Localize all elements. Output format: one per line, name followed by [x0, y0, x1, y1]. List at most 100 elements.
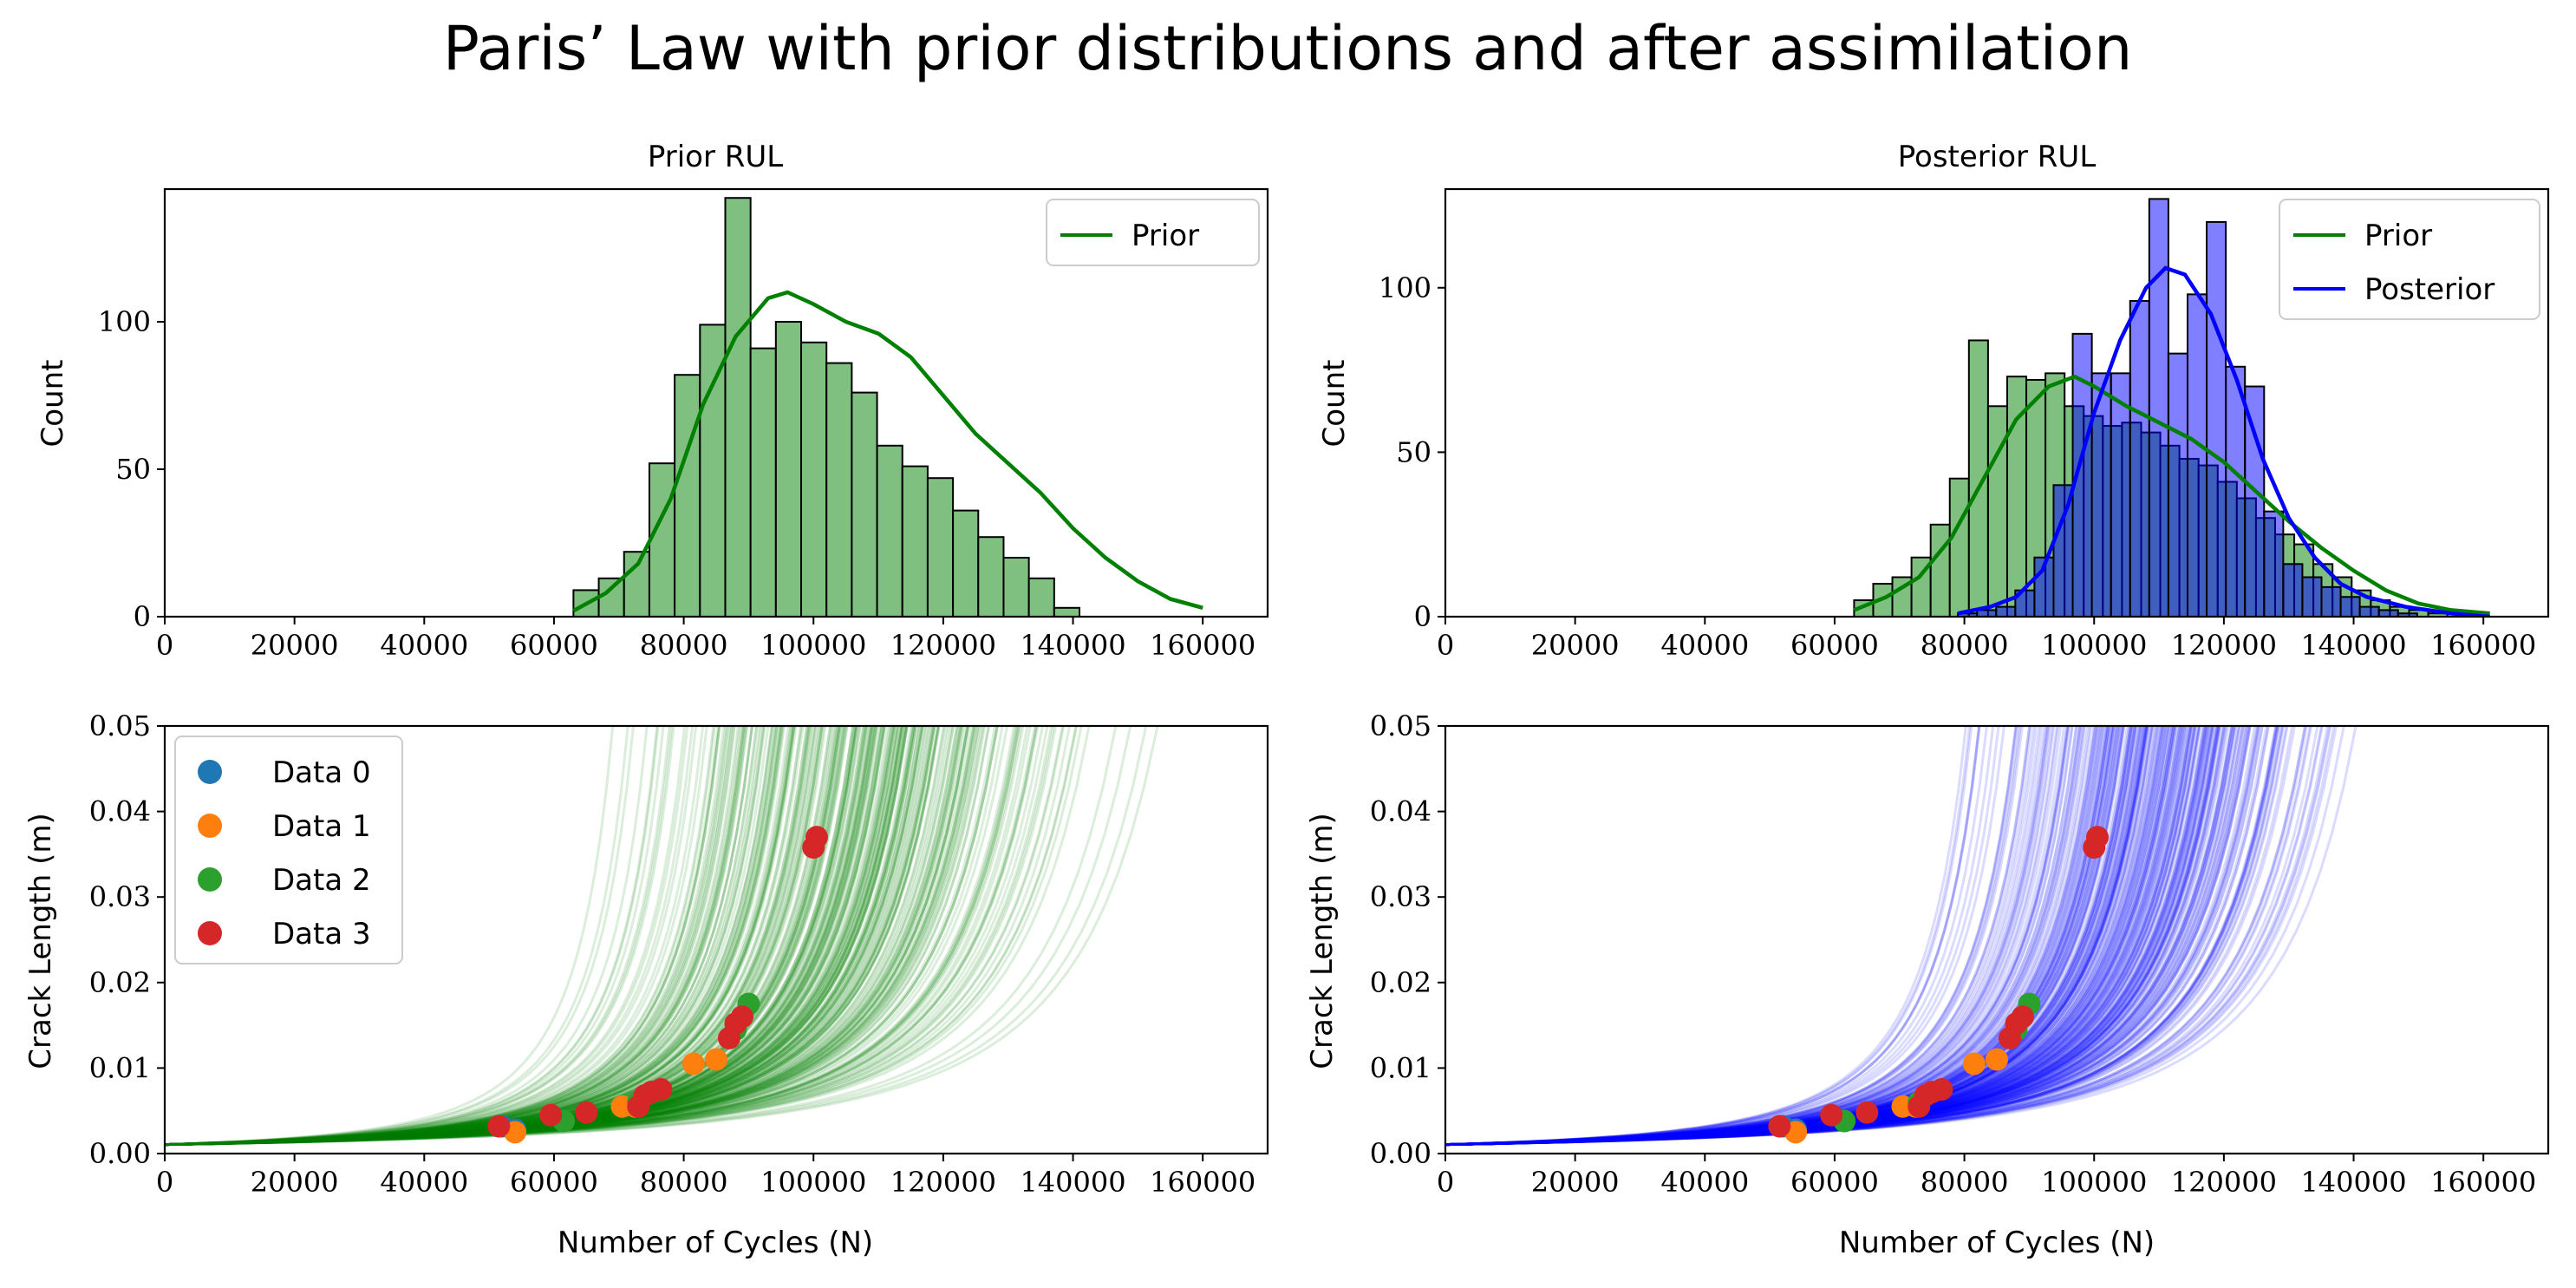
sample-curve	[1445, 726, 2185, 1147]
sample-curve	[165, 726, 1072, 1147]
sample-curve	[165, 726, 675, 1147]
sample-curve	[1445, 726, 2329, 1147]
sample-curve	[165, 726, 981, 1147]
sample-curve	[1445, 726, 2050, 1147]
y-tick-label: 100	[1379, 271, 1431, 304]
sample-curve	[165, 726, 976, 1147]
sample-curve	[165, 726, 779, 1147]
sample-curve	[1445, 726, 2022, 1147]
axes-prior_rul: 0 20000 40000 60000 80000 100000 120000 140000 1…	[98, 305, 1255, 662]
sample-curve	[1445, 726, 2284, 1147]
sample-curve	[165, 726, 885, 1147]
hist-bar-posterior	[2358, 605, 2380, 617]
sample-curve	[165, 726, 785, 1147]
prior-rul-title: Prior RUL	[648, 140, 783, 174]
sample-curve	[165, 726, 904, 1147]
sample-curve	[165, 726, 766, 1147]
sample-curve	[165, 726, 1021, 1147]
sample-curve	[165, 726, 745, 1147]
sample-curve	[165, 726, 721, 1147]
legend-marker	[198, 921, 222, 945]
sample-curve	[165, 726, 747, 1147]
sample-curve	[1445, 726, 1973, 1147]
sample-curve	[165, 726, 792, 1147]
y-tick-label: 0.05	[1370, 709, 1431, 742]
sample-curve	[165, 726, 740, 1147]
y-tick-label: 0	[1414, 600, 1431, 633]
legend-label: Prior	[2364, 219, 2432, 253]
sample-curve	[1445, 726, 2058, 1147]
hist-bar-prior	[1929, 523, 1951, 617]
sample-curve	[165, 726, 629, 1147]
x-tick-label: 160000	[1150, 629, 1255, 662]
scatter-point-data-1	[705, 1048, 727, 1071]
sample-curve	[1445, 726, 2280, 1147]
sample-curve	[165, 726, 794, 1147]
sample-curve	[165, 726, 876, 1147]
scatter-point-data-3	[1855, 1101, 1879, 1124]
hist-bar-posterior	[2301, 576, 2323, 617]
hist-bar	[774, 321, 803, 617]
sample-curve	[165, 726, 732, 1147]
sample-curve	[165, 726, 897, 1147]
sample-curve	[1445, 726, 2176, 1147]
sample-curve	[1445, 726, 2068, 1147]
sample-curve	[165, 726, 763, 1147]
prior-rul-plot	[572, 197, 1203, 617]
sample-curve	[165, 726, 875, 1147]
sample-curve	[165, 726, 980, 1147]
sample-curve	[1445, 726, 2178, 1147]
sample-curve	[165, 726, 766, 1147]
sample-curve	[1445, 726, 2041, 1147]
hist-bar	[572, 589, 600, 617]
axes-posterior_crack: 0 20000 40000 60000 80000 100000 120000 140000 1…	[1370, 709, 2537, 1199]
posterior-rul-plot	[1853, 198, 2490, 617]
sample-curve	[1445, 726, 2256, 1147]
sample-curve	[165, 726, 782, 1147]
sample-curve	[165, 726, 1004, 1147]
sample-curve	[165, 726, 1148, 1147]
hist-bar	[800, 341, 828, 617]
sample-curve	[165, 726, 720, 1147]
sample-curve	[165, 726, 987, 1147]
prior_crack-frame	[163, 724, 1269, 1155]
sample-curve	[165, 726, 996, 1147]
sample-curve	[165, 726, 990, 1147]
sample-curve	[165, 726, 886, 1147]
sample-curve	[1445, 726, 2324, 1147]
y-tick-label: 50	[1396, 435, 1431, 468]
prior_crack-legend: Data 0 Data 1 Data 2 Data 3	[174, 736, 403, 964]
x-tick-label: 60000	[1790, 629, 1879, 662]
sample-curve	[1445, 726, 2358, 1147]
x-tick-label: 140000	[2300, 1166, 2406, 1199]
posterior-rul-frame	[1444, 187, 2550, 618]
sample-curve	[165, 726, 890, 1147]
y-tick-label: 0.00	[89, 1137, 151, 1170]
sample-curve	[165, 726, 1025, 1147]
sample-curve	[1445, 726, 2177, 1147]
sample-curve	[165, 726, 1009, 1147]
x-tick-label: 140000	[1020, 629, 1125, 662]
scatter-point-data-3	[575, 1101, 598, 1124]
sample-curve	[165, 726, 729, 1147]
sample-curve	[1445, 726, 2152, 1147]
sample-curve	[165, 726, 753, 1147]
sample-curve	[1445, 726, 2186, 1147]
sample-curve	[1445, 726, 2162, 1147]
hist-bar-posterior	[2186, 293, 2208, 617]
sample-curve	[165, 726, 766, 1147]
sample-curve	[165, 726, 985, 1147]
sample-curve	[165, 726, 1023, 1147]
x-tick-label: 120000	[890, 629, 996, 662]
sample-curve	[165, 726, 1132, 1147]
hist-bar	[977, 536, 1005, 617]
x-tick-label: 100000	[2041, 1166, 2147, 1199]
sample-curve	[165, 726, 774, 1147]
sample-curve	[1445, 726, 2166, 1147]
sample-curve	[165, 726, 715, 1147]
hist-bar-prior	[1948, 477, 1970, 617]
sample-curve	[165, 726, 716, 1147]
x-tick-label: 20000	[1531, 1166, 1620, 1199]
sample-curve	[165, 726, 1083, 1147]
sample-curve	[1445, 726, 2270, 1147]
